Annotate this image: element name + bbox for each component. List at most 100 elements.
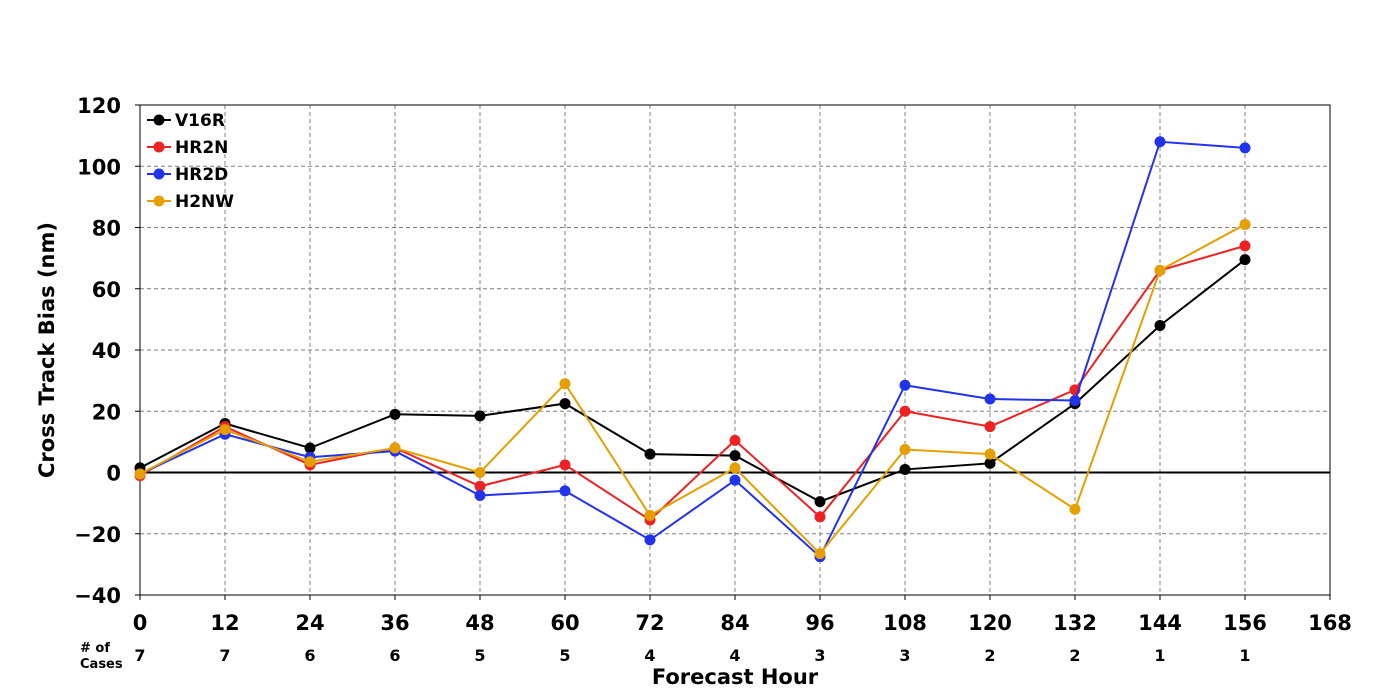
case-count: 7 [219, 646, 230, 665]
y-tick-label: −40 [74, 584, 121, 608]
legend-label: V16R [175, 111, 225, 131]
data-point [984, 448, 996, 460]
data-point [899, 463, 911, 475]
x-axis-label: Forecast Hour [652, 665, 819, 689]
legend-marker [153, 114, 165, 126]
data-point [1239, 142, 1251, 154]
data-point [1239, 240, 1251, 252]
series-layer [134, 136, 1251, 563]
y-axis-label: Cross Track Bias (nm) [35, 222, 59, 478]
data-point [559, 398, 571, 410]
legend-item-v16r: V16R [147, 111, 225, 131]
data-point [899, 405, 911, 417]
legend-label: H2NW [175, 192, 234, 212]
case-count: 3 [814, 646, 825, 665]
data-point [1154, 320, 1166, 331]
series-h2nw [134, 218, 1251, 560]
x-tick-label: 36 [380, 611, 409, 635]
data-point [1069, 503, 1081, 515]
y-tick-label: 0 [106, 462, 121, 486]
data-point [559, 378, 571, 390]
case-count: 6 [389, 646, 400, 665]
data-point [134, 468, 146, 480]
x-tick-label: 96 [805, 611, 834, 635]
data-point [729, 462, 741, 474]
case-count: 2 [1069, 646, 1080, 665]
data-point [984, 393, 996, 405]
data-point [729, 450, 741, 462]
case-count: 3 [899, 646, 910, 665]
legend-item-hr2d: HR2D [147, 165, 228, 185]
x-tick-label: 72 [635, 611, 664, 635]
x-tick-label: 24 [295, 611, 324, 635]
legend-marker [153, 195, 165, 207]
case-count: 2 [984, 646, 995, 665]
data-point [644, 534, 656, 546]
x-tick-label: 60 [550, 611, 579, 635]
data-point [304, 442, 316, 454]
data-point [1239, 254, 1251, 266]
series-line [139, 223, 1246, 556]
x-tick-label: 12 [210, 611, 239, 635]
x-tick-label: 132 [1053, 611, 1097, 635]
y-tick-label: 100 [77, 155, 121, 179]
data-point [1154, 264, 1166, 276]
data-point [474, 489, 486, 501]
data-point [814, 496, 826, 508]
case-count: 5 [474, 646, 485, 665]
legend-item-h2nw: H2NW [147, 192, 234, 212]
data-point [729, 474, 741, 486]
case-count: 4 [729, 646, 740, 665]
legend: V16R HR2N HR2D H2NW [147, 111, 234, 212]
data-point [389, 442, 401, 454]
series-line [139, 258, 1246, 503]
x-tick-label: 168 [1308, 611, 1352, 635]
y-tick-label: 60 [92, 278, 121, 302]
data-point [984, 421, 996, 433]
data-point [814, 511, 826, 523]
data-point [559, 485, 571, 497]
cases-label-line2: Cases [80, 657, 123, 672]
x-tick-label: 48 [465, 611, 494, 635]
axis-ticks: 0 12 24 36 48 60 72 84 96 108 120 132 144 156 168 −40 −2… [74, 94, 1352, 635]
cases-label-line1: # of [80, 641, 110, 656]
case-count: 5 [559, 646, 570, 665]
case-count: 4 [644, 646, 655, 665]
x-tick-label: 0 [133, 611, 148, 635]
data-point [644, 448, 656, 460]
data-point [1154, 136, 1166, 148]
data-point [729, 434, 741, 446]
case-count: 6 [304, 646, 315, 665]
x-tick-label: 156 [1223, 611, 1267, 635]
legend-label: HR2D [175, 165, 228, 185]
series-line [139, 244, 1246, 522]
y-tick-label: −20 [74, 523, 121, 547]
legend-item-hr2n: HR2N [147, 138, 228, 158]
cases-row: # of Cases 7 7 6 6 5 5 4 4 3 3 2 2 1 1 [80, 641, 1251, 672]
data-point [644, 509, 656, 521]
data-point [899, 444, 911, 456]
y-tick-label: 40 [92, 339, 121, 363]
case-count: 7 [134, 646, 145, 665]
series-line [139, 140, 1246, 559]
data-point [474, 410, 486, 422]
x-tick-label: 144 [1138, 611, 1182, 635]
case-count: 1 [1154, 646, 1165, 665]
data-point [984, 457, 996, 469]
x-tick-label: 120 [968, 611, 1012, 635]
data-point [304, 456, 316, 468]
data-point [814, 548, 826, 560]
y-tick-label: 80 [92, 217, 121, 241]
data-point [1069, 395, 1081, 407]
y-tick-label: 20 [92, 400, 121, 424]
x-tick-label: 108 [883, 611, 927, 635]
data-point [559, 459, 571, 471]
data-point [389, 408, 401, 420]
data-point [899, 379, 911, 391]
x-tick-label: 84 [720, 611, 749, 635]
legend-marker [153, 168, 165, 180]
data-point [474, 480, 486, 492]
data-point [1239, 218, 1251, 230]
data-point [219, 424, 231, 436]
